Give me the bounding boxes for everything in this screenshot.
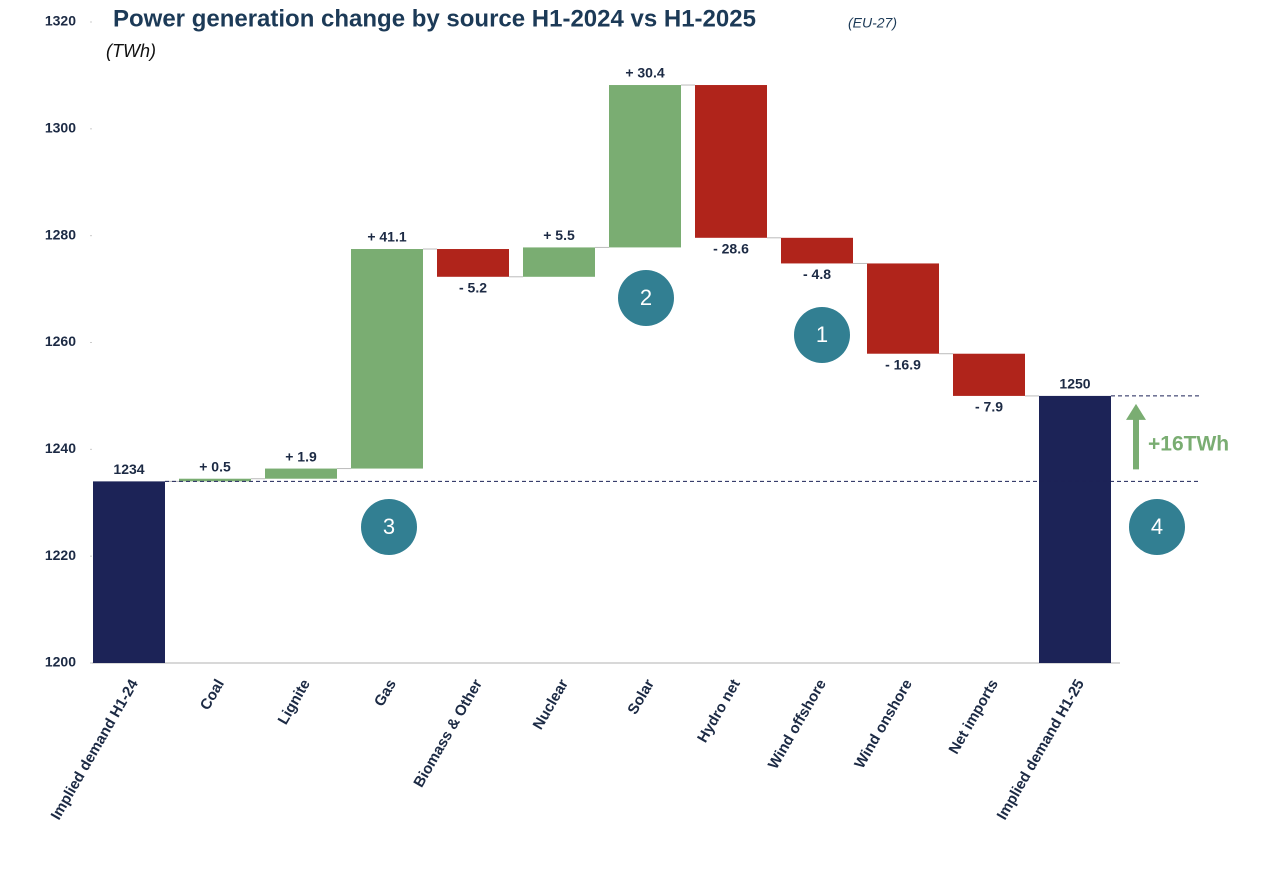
y-tick-label: 1280 — [45, 226, 76, 242]
y-tick-label: 1240 — [45, 440, 76, 456]
x-tick-label: Gas — [371, 676, 400, 709]
value-label: - 5.2 — [459, 280, 487, 296]
x-tick-label: Hydro net — [694, 676, 744, 745]
x-tick-label: Net imports — [946, 676, 1002, 757]
badge-label: 4 — [1151, 514, 1163, 539]
value-label: - 4.8 — [803, 266, 831, 282]
y-tick-label: 1260 — [45, 333, 76, 349]
x-tick-label: Wind onshore — [851, 676, 916, 771]
value-label: + 30.4 — [625, 65, 665, 81]
badge — [618, 270, 674, 326]
badge — [794, 307, 850, 363]
y-tick-label: 1320 — [45, 13, 76, 29]
value-label: + 41.1 — [367, 229, 407, 245]
arrow-head — [1126, 403, 1146, 420]
bar — [179, 478, 251, 482]
badge-label: 2 — [640, 285, 652, 310]
bar — [437, 249, 509, 277]
bar — [265, 468, 337, 479]
x-tick-label: Nuclear — [530, 676, 572, 732]
y-axis-label: (TWh) — [106, 41, 156, 61]
bar — [609, 85, 681, 248]
value-label: - 7.9 — [975, 399, 1003, 415]
bar — [523, 247, 595, 277]
x-tick-label: Biomass & Other — [410, 676, 486, 790]
value-label: - 16.9 — [885, 356, 921, 372]
bar — [93, 481, 165, 663]
chart-title: Power generation change by source H1-202… — [113, 5, 756, 32]
bar — [953, 353, 1025, 396]
badge — [361, 499, 417, 555]
x-tick-label: Solar — [624, 676, 658, 717]
value-label: 1250 — [1059, 376, 1090, 392]
y-tick-label: 1300 — [45, 120, 76, 136]
value-label: + 1.9 — [285, 448, 317, 464]
bar — [351, 249, 423, 469]
y-tick-label: 1220 — [45, 547, 76, 563]
bar — [867, 263, 939, 354]
badge — [1129, 499, 1185, 555]
value-label: 1234 — [113, 461, 144, 477]
x-tick-label: Coal — [197, 676, 228, 713]
value-label: + 5.5 — [543, 227, 575, 243]
bar — [695, 85, 767, 238]
x-tick-label: Wind offshore — [765, 676, 830, 772]
badge-label: 1 — [816, 322, 828, 347]
x-tick-label: Implied demand H1-25 — [994, 676, 1088, 822]
x-tick-label: Lignite — [275, 676, 314, 727]
annotation: +16TWh — [1148, 433, 1229, 456]
y-tick-label: 1200 — [45, 654, 76, 670]
x-tick-label: Implied demand H1-24 — [48, 676, 143, 823]
bar — [781, 237, 853, 264]
bar — [1039, 395, 1111, 663]
badge-label: 3 — [383, 514, 395, 539]
chart-subtitle: (EU-27) — [848, 15, 897, 31]
value-label: - 28.6 — [713, 241, 749, 257]
value-label: + 0.5 — [199, 458, 231, 474]
